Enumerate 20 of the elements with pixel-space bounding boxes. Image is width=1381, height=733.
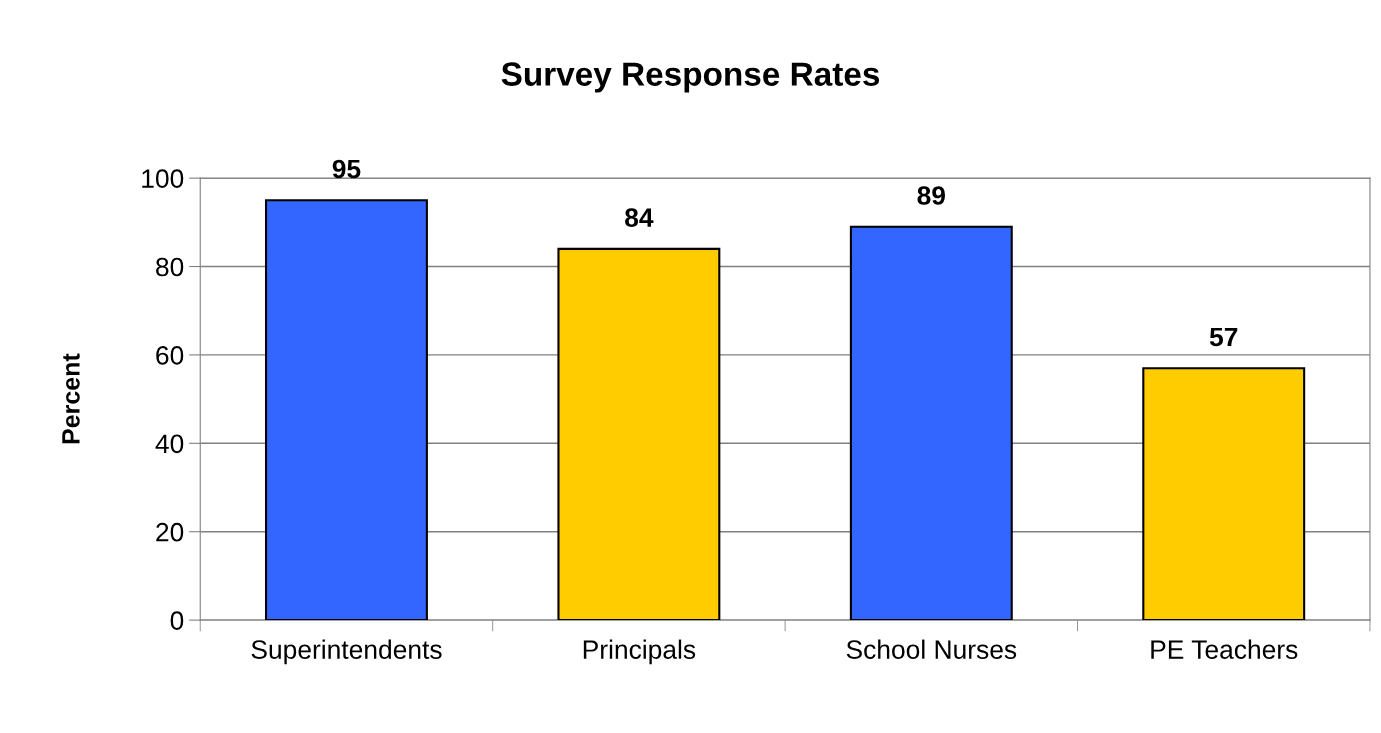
y-tick-label: 0 (170, 611, 184, 630)
data-label: 57 (1209, 327, 1238, 347)
y-tick-label: 20 (156, 522, 184, 542)
y-axis-title: Percent (62, 353, 80, 444)
x-tick-label: Principals (583, 639, 696, 665)
data-label: 89 (917, 186, 946, 205)
y-tick-label: 40 (155, 434, 184, 454)
bar (1142, 367, 1306, 621)
x-tick-label: Superintendents (251, 639, 442, 665)
bar (849, 225, 1013, 621)
y-tick-label: 60 (156, 346, 184, 365)
bar (265, 199, 428, 621)
data-label: 95 (332, 159, 361, 179)
chart-title: Survey Response Rates (501, 62, 880, 93)
y-tick-label: 80 (156, 257, 184, 277)
x-tick-label: School Nurses (846, 639, 1017, 659)
data-label: 84 (625, 208, 654, 227)
x-tick-label: PE Teachers (1151, 639, 1298, 659)
y-tick-label: 100 (142, 169, 184, 188)
bar (557, 247, 721, 621)
